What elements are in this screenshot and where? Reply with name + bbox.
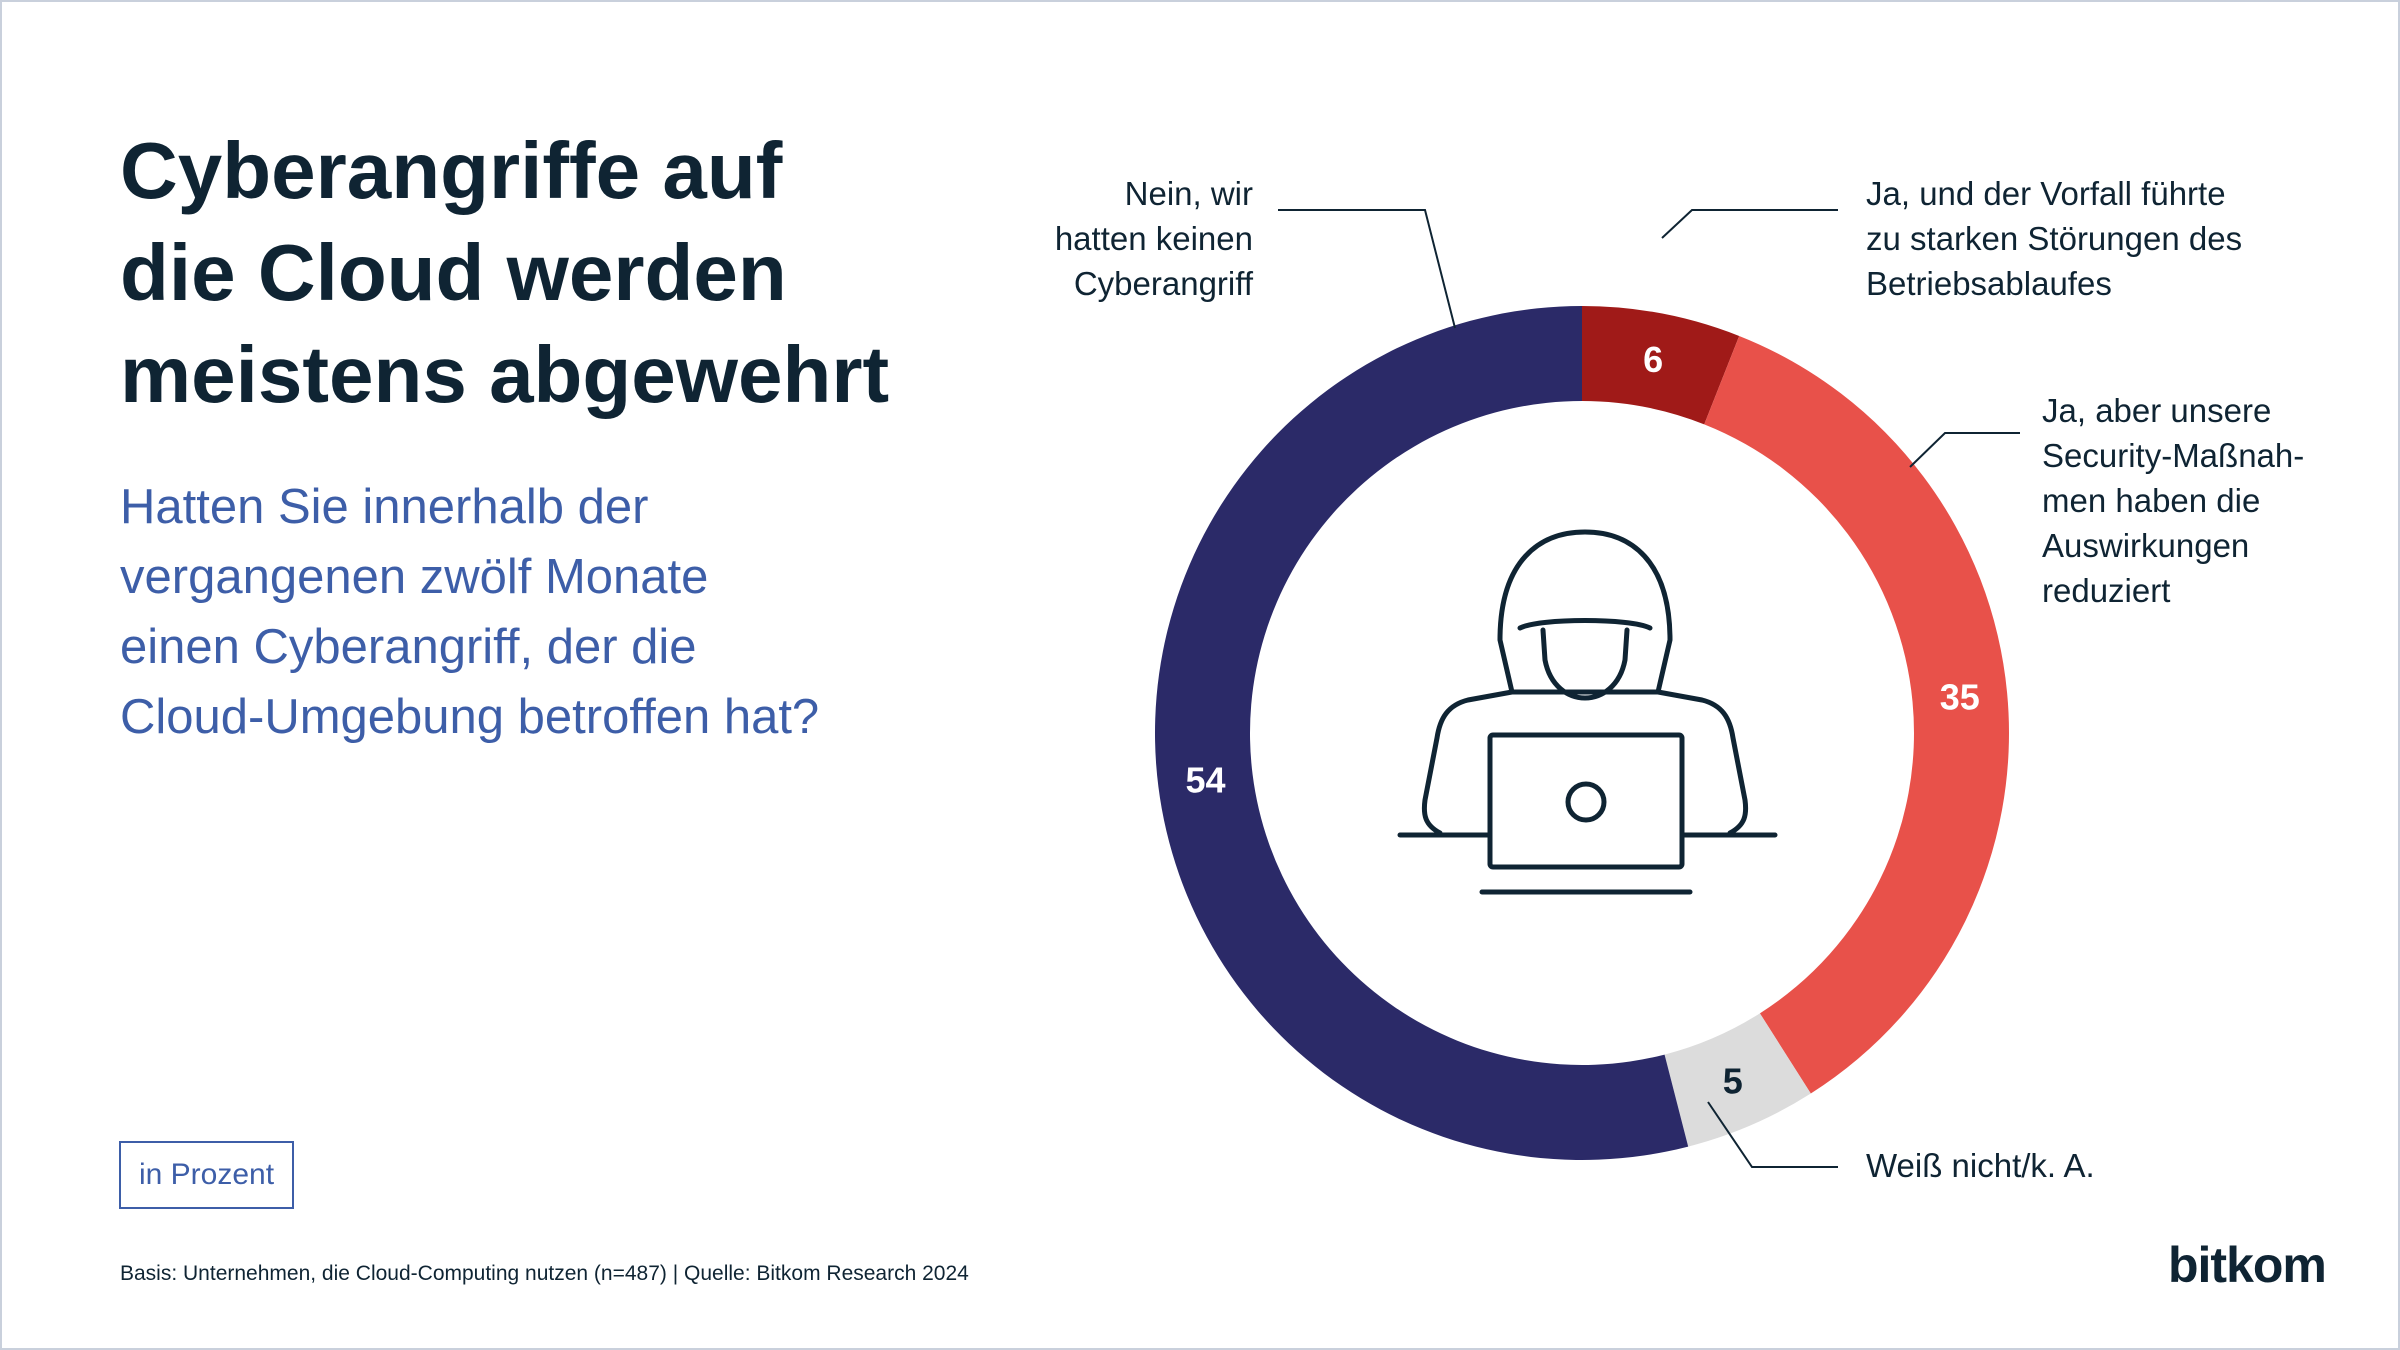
survey-question: Hatten Sie innerhalb der vergangenen zwö… [120, 480, 820, 744]
page-title: Cyberangriffe auf die Cloud werden meist… [120, 126, 890, 419]
leader-line [1278, 209, 1456, 329]
unit-badge: in Prozent [119, 1141, 294, 1209]
leader-line [1707, 1101, 1838, 1168]
donut-slice [1704, 335, 2009, 1094]
slice-category-label: Nein, wir hatten keinen Cyberangriff [1055, 175, 1254, 302]
bitkom-logo: bitkom [2168, 1237, 2327, 1293]
leader-line [1661, 209, 1838, 239]
slice-value-label: 5 [1723, 1060, 1743, 1101]
slice-category-label: Weiß nicht/k. A. [1866, 1147, 2095, 1184]
slice-category-label: Ja, aber unsere Security-Maßnah-men haben… [2042, 392, 2304, 609]
slice-value-label: 6 [1643, 339, 1663, 380]
slice-value-label: 54 [1185, 760, 1225, 801]
source-note: Basis: Unternehmen, die Cloud-Computing … [120, 1262, 969, 1285]
hacker-laptop-icon [1397, 529, 1778, 895]
donut-slice [1664, 1013, 1811, 1147]
slice-category-label: Ja, und der Vorfall führte zu starken Stö… [1866, 175, 2242, 302]
leader-line [1909, 432, 2020, 468]
donut-slice [1154, 306, 1689, 1160]
donut-slice [1582, 306, 1740, 425]
slice-value-label: 35 [1940, 676, 1980, 717]
